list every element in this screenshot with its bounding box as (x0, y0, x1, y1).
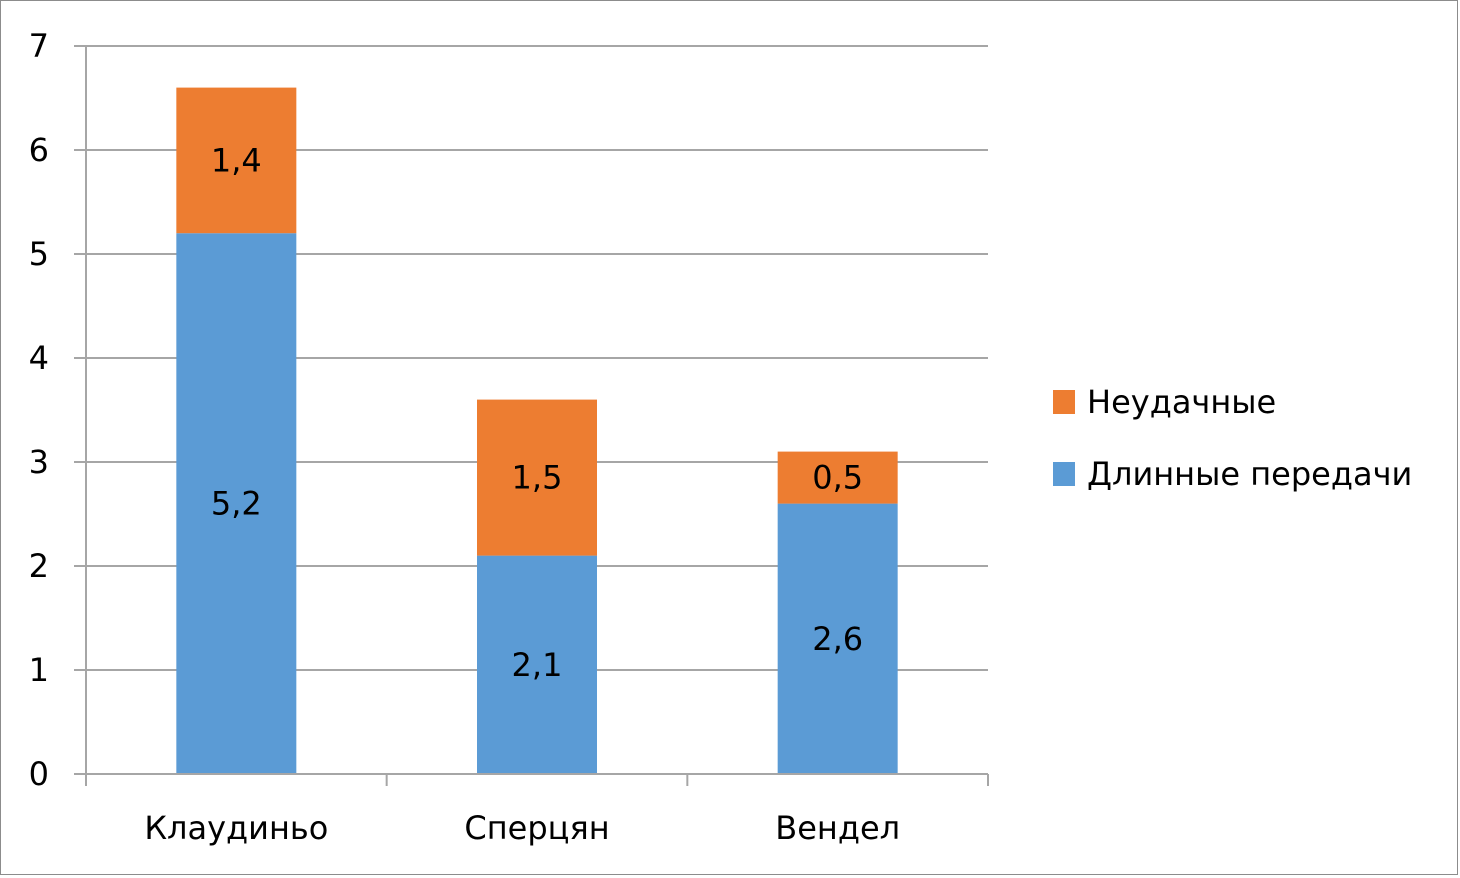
data-label: 2,1 (512, 646, 563, 684)
x-category-label: Клаудиньо (144, 809, 328, 847)
bar-segment-long-passes (777, 503, 898, 774)
x-category-label: Сперцян (464, 809, 609, 847)
y-tick-label: 6 (29, 131, 49, 169)
y-tick-label: 1 (29, 651, 49, 689)
y-tick-label: 4 (29, 339, 49, 377)
data-label: 0,5 (812, 459, 863, 497)
data-label: 1,5 (512, 459, 563, 497)
y-tick-label: 0 (29, 755, 49, 793)
data-label: 2,6 (812, 620, 863, 658)
bar-segment-failed (176, 87, 297, 234)
axes: 0 1 2 3 4 5 6 7 Клаудиньо Сперцян Вендел (29, 27, 989, 847)
data-labels: 5,2 1,4 2,1 1,5 2,6 0,5 (211, 141, 863, 683)
legend: Неудачные Длинные передачи (1053, 383, 1412, 493)
bar-segment-long-passes (176, 233, 297, 774)
bar-segment-long-passes (477, 555, 597, 774)
y-tick-label: 3 (29, 443, 49, 481)
data-label: 1,4 (211, 141, 262, 179)
x-category-label: Вендел (775, 809, 900, 847)
legend-swatch (1053, 462, 1075, 486)
y-tick-label: 7 (29, 27, 49, 65)
y-tick-label: 2 (29, 547, 49, 585)
legend-swatch (1053, 390, 1075, 414)
legend-label: Длинные передачи (1087, 455, 1412, 493)
y-tick-label: 5 (29, 235, 49, 273)
data-label: 5,2 (211, 485, 262, 523)
bar-segment-failed (477, 399, 597, 556)
legend-label: Неудачные (1087, 383, 1276, 421)
bar-segment-failed (777, 451, 898, 504)
bars (176, 87, 898, 774)
